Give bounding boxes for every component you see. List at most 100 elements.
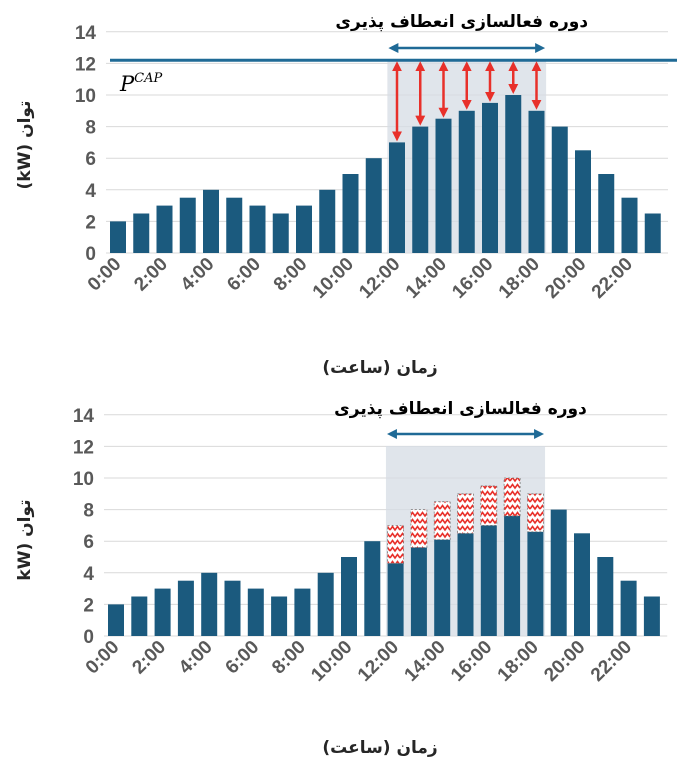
bar: [644, 213, 661, 253]
bar: [550, 509, 567, 636]
y-tick-label: 6: [83, 532, 94, 553]
bar: [156, 205, 173, 253]
reduced-segment: [480, 485, 498, 526]
x-tick-label: 22:00: [587, 637, 636, 686]
x-tick-label: 8:00: [270, 254, 312, 296]
x-tick-label: 22:00: [588, 254, 637, 303]
y-tick-label: 2: [85, 212, 96, 233]
bar: [528, 110, 545, 253]
bar: [317, 572, 334, 636]
y-axis-label: توان (kW): [15, 101, 35, 190]
reduced-segment: [503, 477, 521, 517]
bar: [620, 580, 637, 636]
bar: [575, 150, 591, 253]
y-tick-label: 10: [75, 86, 96, 107]
bar: [341, 557, 357, 636]
y-tick-label: 0: [85, 244, 96, 265]
bar: [434, 539, 451, 636]
reduced-segment: [433, 501, 451, 541]
y-tick-label: 14: [75, 23, 97, 44]
bar: [551, 126, 568, 253]
x-tick-label: 2:00: [128, 637, 170, 679]
y-tick-label: 12: [75, 54, 96, 75]
x-tick-labels: 0:00 2:00 4:00 6:00 8:0010:0012:0014:0016:00…: [82, 637, 636, 686]
bar: [226, 197, 243, 253]
x-tick-label: 14:00: [401, 637, 450, 686]
bars: [108, 477, 660, 636]
bar: [505, 95, 522, 253]
flex-window-label: دوره فعالسازی انعطاف پذیری: [334, 399, 587, 419]
x-tick-label: 6:00: [223, 254, 265, 296]
reduced-segment: [387, 525, 405, 564]
y-tick-label: 12: [73, 437, 94, 458]
bar: [389, 142, 405, 253]
bar: [364, 541, 381, 636]
y-tick-label: 2: [83, 595, 94, 616]
bar: [201, 572, 218, 636]
y-tick-labels: 0 2 4 6 8 10 12 14: [73, 406, 95, 648]
flex-window-label: دوره فعالسازی انعطاف پذیری: [335, 12, 588, 32]
bars: [110, 95, 661, 254]
bar: [412, 126, 429, 253]
x-tick-labels: 0:00 2:00 4:00 6:00 8:0010:0012:0014:0016:00…: [84, 254, 637, 303]
x-axis-label: زمان (ساعت): [322, 358, 437, 378]
bar: [410, 547, 427, 636]
y-tick-label: 0: [83, 627, 94, 648]
y-tick-labels: 0 2 4 6 8 10 12 14: [75, 23, 97, 265]
x-tick-label: 4:00: [175, 637, 217, 679]
reduced-segment: [457, 493, 474, 534]
reduced-segment: [410, 509, 428, 548]
bar: [457, 533, 474, 636]
grid-lines: [104, 414, 668, 637]
bar: [177, 580, 194, 636]
bar: [110, 221, 126, 253]
bar: [108, 604, 124, 636]
x-tick-label: 12:00: [355, 254, 404, 303]
bar: [527, 531, 544, 636]
reduced-segment: [527, 493, 544, 533]
bar: [133, 213, 150, 253]
bar: [224, 580, 241, 636]
x-tick-label: 18:00: [494, 637, 543, 686]
bar: [247, 588, 264, 636]
y-tick-label: 8: [83, 501, 94, 522]
bar: [342, 174, 359, 253]
bar: [504, 515, 521, 636]
bar: [365, 158, 382, 253]
bar: [643, 596, 660, 636]
grid-lines: [106, 31, 668, 254]
y-tick-label: 4: [85, 181, 96, 202]
bar: [131, 596, 148, 636]
x-tick-label: 4:00: [177, 254, 219, 296]
bar: [598, 174, 615, 253]
x-tick-label: 2:00: [130, 254, 172, 296]
x-tick-label: 12:00: [354, 637, 403, 686]
bar: [203, 189, 219, 253]
bar: [435, 118, 452, 253]
bar: [319, 189, 336, 253]
x-tick-label: 14:00: [402, 254, 451, 303]
bar: [296, 205, 312, 253]
bar: [387, 563, 404, 636]
y-tick-label: 6: [85, 149, 96, 170]
x-axis-label: زمان (ساعت): [322, 738, 437, 758]
cap-gap-arrows: [392, 61, 542, 142]
x-tick-label: 16:00: [448, 254, 497, 303]
bar: [480, 525, 497, 636]
x-tick-label: 18:00: [495, 254, 544, 303]
bar: [249, 205, 266, 253]
y-tick-label: 4: [83, 564, 94, 585]
x-tick-label: 16:00: [447, 637, 496, 686]
bar: [179, 197, 196, 253]
bar: [597, 557, 614, 636]
bar: [294, 588, 311, 636]
cap-label: PCAP: [119, 71, 162, 96]
bar: [574, 533, 590, 636]
x-tick-label: 10:00: [309, 254, 358, 303]
x-tick-label: 8:00: [268, 637, 310, 679]
x-tick-label: 10:00: [307, 637, 356, 686]
bar: [154, 588, 171, 636]
x-tick-label: 20:00: [540, 637, 589, 686]
